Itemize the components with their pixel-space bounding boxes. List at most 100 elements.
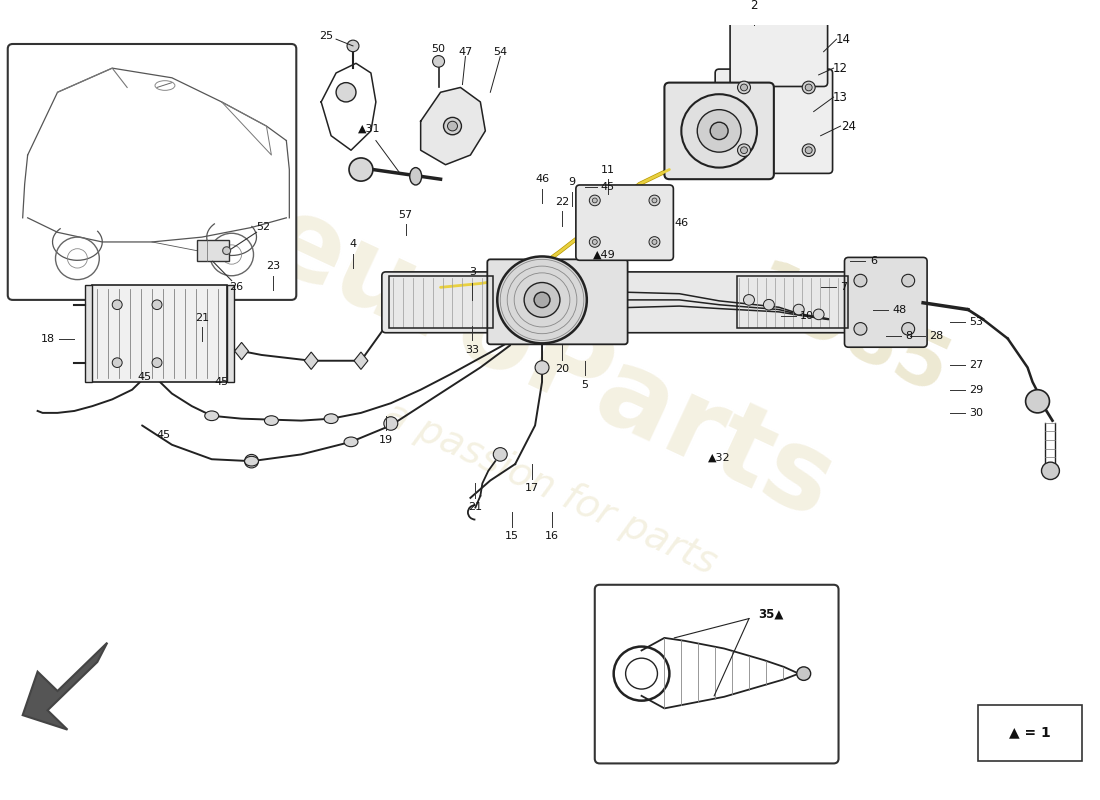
Circle shape [740, 84, 748, 91]
Text: a passion for parts: a passion for parts [377, 394, 723, 582]
Circle shape [737, 144, 750, 157]
Circle shape [337, 82, 356, 102]
Text: 17: 17 [525, 483, 539, 493]
Text: 12: 12 [833, 62, 848, 74]
Text: 8: 8 [905, 330, 913, 341]
Circle shape [649, 237, 660, 247]
Circle shape [222, 246, 231, 254]
Circle shape [902, 274, 914, 287]
Bar [388, 276, 493, 328]
Text: 5: 5 [581, 379, 589, 390]
Text: 30: 30 [969, 408, 983, 418]
FancyBboxPatch shape [576, 185, 673, 260]
Text: 45: 45 [601, 182, 615, 192]
Text: 28: 28 [930, 330, 944, 341]
FancyBboxPatch shape [730, 16, 827, 86]
Circle shape [796, 667, 811, 680]
Circle shape [652, 239, 657, 244]
Text: 52: 52 [256, 222, 271, 233]
Text: 33: 33 [465, 345, 480, 355]
Circle shape [697, 110, 741, 152]
Text: 53: 53 [969, 317, 983, 327]
Text: 1985: 1985 [737, 255, 960, 412]
Text: ▲49: ▲49 [593, 250, 616, 259]
Text: 10: 10 [800, 311, 814, 322]
Text: 24: 24 [842, 119, 856, 133]
Text: 11: 11 [601, 165, 615, 175]
Circle shape [590, 195, 601, 206]
Polygon shape [234, 342, 249, 360]
Circle shape [802, 144, 815, 157]
Circle shape [813, 309, 824, 320]
Polygon shape [305, 352, 318, 370]
Circle shape [805, 84, 812, 91]
Circle shape [112, 358, 122, 367]
FancyBboxPatch shape [487, 259, 628, 344]
Text: 48: 48 [893, 305, 907, 314]
Circle shape [805, 147, 812, 154]
Text: 14: 14 [836, 33, 851, 46]
FancyBboxPatch shape [8, 44, 296, 300]
Ellipse shape [324, 414, 338, 423]
Circle shape [854, 274, 867, 287]
Text: 20: 20 [554, 364, 569, 374]
Text: 45: 45 [214, 377, 229, 387]
Bar [92, 286, 227, 382]
Ellipse shape [244, 456, 258, 466]
Circle shape [744, 294, 755, 306]
Text: 2: 2 [750, 0, 758, 12]
Text: 47: 47 [459, 46, 473, 57]
Ellipse shape [344, 437, 358, 446]
Circle shape [443, 118, 461, 134]
Bar [197, 240, 229, 262]
Text: 46: 46 [674, 218, 689, 228]
Circle shape [152, 300, 162, 310]
Circle shape [112, 300, 122, 310]
Text: 54: 54 [493, 46, 507, 57]
Polygon shape [23, 642, 107, 730]
Text: 35▲: 35▲ [758, 607, 783, 620]
Text: 21: 21 [195, 313, 209, 322]
Text: 13: 13 [833, 90, 848, 104]
FancyBboxPatch shape [595, 585, 838, 763]
Polygon shape [420, 87, 485, 165]
Polygon shape [354, 352, 367, 370]
Text: ▲32: ▲32 [707, 452, 730, 462]
Text: ▲ = 1: ▲ = 1 [1009, 726, 1050, 739]
Circle shape [649, 195, 660, 206]
Bar [737, 276, 848, 328]
Text: 6: 6 [870, 256, 877, 266]
Circle shape [346, 40, 359, 52]
Text: 45: 45 [157, 430, 170, 440]
Text: 25: 25 [319, 31, 333, 42]
Circle shape [448, 122, 458, 131]
Circle shape [493, 448, 507, 461]
Text: 50: 50 [431, 44, 446, 54]
Text: ▲31: ▲31 [358, 124, 381, 134]
FancyBboxPatch shape [382, 272, 868, 333]
Text: 29: 29 [969, 385, 983, 394]
Circle shape [592, 198, 597, 203]
Circle shape [535, 292, 550, 308]
FancyBboxPatch shape [715, 69, 833, 174]
Circle shape [802, 81, 815, 94]
Text: 9: 9 [569, 178, 575, 187]
Circle shape [1025, 390, 1049, 413]
Text: 22: 22 [554, 197, 569, 206]
Text: 46: 46 [535, 174, 549, 185]
Text: 23: 23 [266, 262, 280, 271]
Text: 27: 27 [969, 359, 983, 370]
Text: 16: 16 [544, 531, 559, 541]
Text: 3: 3 [469, 267, 476, 278]
Circle shape [432, 55, 444, 67]
Text: euroParts: euroParts [250, 185, 850, 541]
Circle shape [854, 322, 867, 335]
Bar [227, 286, 233, 382]
Circle shape [652, 198, 657, 203]
Text: 21: 21 [469, 502, 483, 512]
FancyBboxPatch shape [664, 82, 774, 179]
Circle shape [592, 239, 597, 244]
FancyBboxPatch shape [845, 258, 927, 347]
Circle shape [737, 81, 750, 94]
Ellipse shape [205, 411, 219, 421]
